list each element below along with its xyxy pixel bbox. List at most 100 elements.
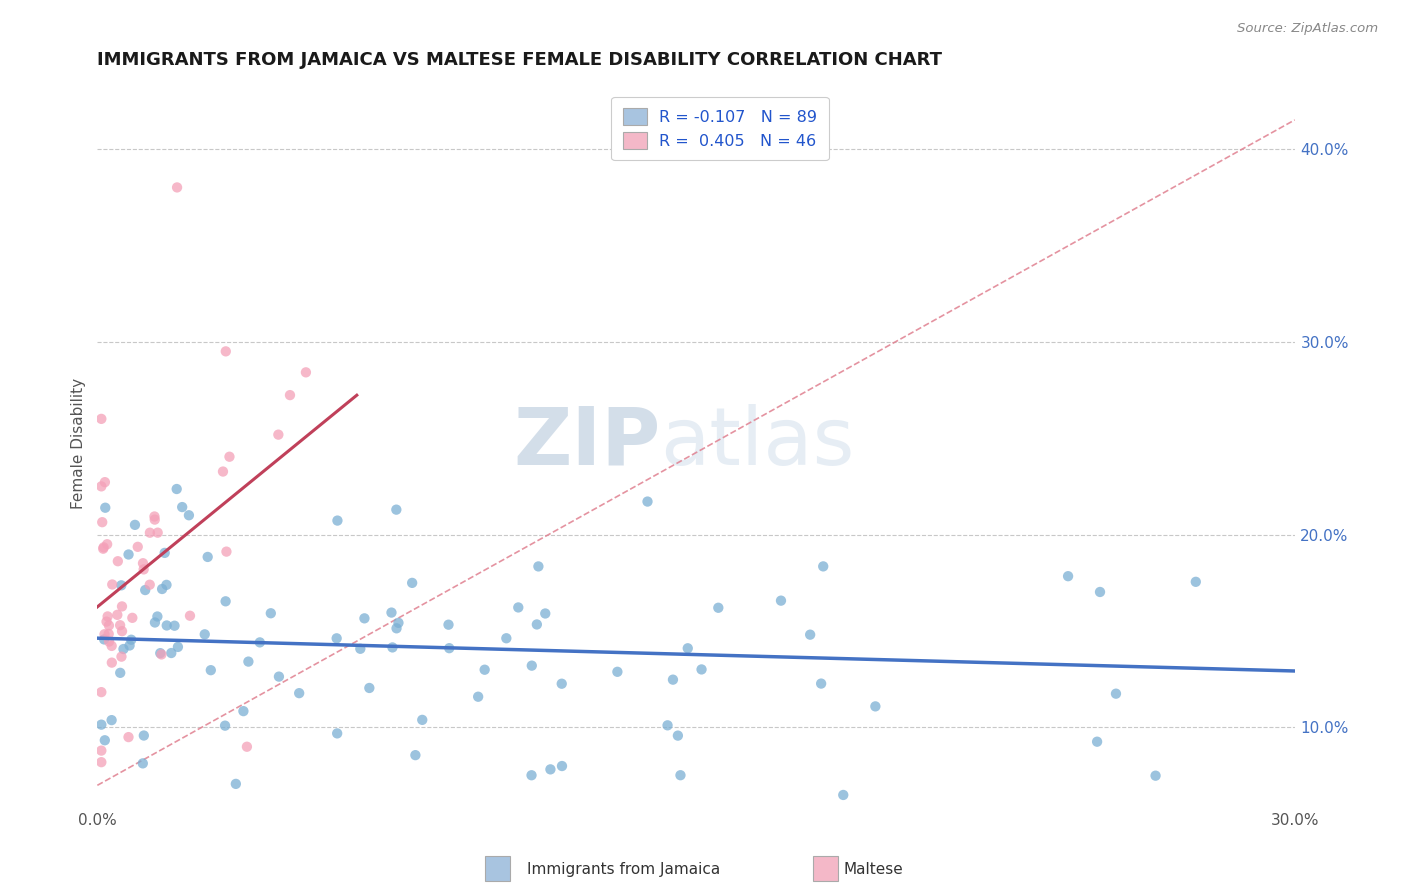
- Point: [813, 559, 835, 574]
- Point: [132, 729, 155, 743]
- Point: [1085, 734, 1108, 748]
- Point: [156, 618, 179, 632]
- Point: [200, 663, 222, 677]
- Point: [214, 719, 236, 733]
- Point: [97, 627, 120, 641]
- Point: [112, 642, 135, 657]
- Point: [100, 639, 122, 653]
- Point: [520, 658, 543, 673]
- Point: [146, 525, 169, 540]
- Point: [94, 733, 117, 747]
- Point: [1184, 574, 1206, 589]
- Point: [90, 685, 112, 699]
- Point: [177, 508, 200, 523]
- Point: [153, 546, 176, 560]
- Point: [551, 677, 574, 691]
- Point: [832, 788, 855, 802]
- Point: [97, 609, 120, 624]
- Text: IMMIGRANTS FROM JAMAICA VS MALTESE FEMALE DISABILITY CORRELATION CHART: IMMIGRANTS FROM JAMAICA VS MALTESE FEMAL…: [97, 51, 942, 69]
- Point: [101, 577, 124, 591]
- Point: [225, 777, 247, 791]
- Point: [93, 541, 115, 555]
- Point: [267, 670, 290, 684]
- Point: [139, 577, 162, 591]
- Point: [90, 717, 112, 731]
- Point: [150, 582, 173, 596]
- Point: [90, 479, 112, 493]
- Point: [121, 611, 143, 625]
- Point: [105, 607, 128, 622]
- Point: [166, 482, 188, 496]
- Point: [666, 729, 689, 743]
- Point: [249, 635, 271, 649]
- Point: [495, 632, 517, 646]
- Point: [551, 759, 574, 773]
- Point: [97, 618, 120, 632]
- Point: [232, 704, 254, 718]
- Point: [238, 655, 260, 669]
- Point: [91, 541, 114, 556]
- Point: [214, 594, 236, 608]
- Point: [90, 743, 112, 757]
- Point: [110, 578, 132, 592]
- Point: [194, 627, 217, 641]
- Point: [110, 665, 132, 680]
- Point: [96, 615, 118, 629]
- Point: [288, 686, 311, 700]
- Point: [387, 615, 409, 630]
- Point: [98, 634, 121, 648]
- Point: [100, 713, 122, 727]
- Point: [385, 621, 408, 635]
- Point: [810, 676, 832, 690]
- Point: [132, 756, 155, 771]
- Point: [769, 593, 792, 607]
- Point: [401, 575, 423, 590]
- Point: [349, 641, 371, 656]
- Point: [117, 730, 139, 744]
- Point: [534, 607, 557, 621]
- Point: [107, 554, 129, 568]
- Point: [163, 618, 186, 632]
- Text: atlas: atlas: [661, 404, 855, 482]
- Text: Maltese: Maltese: [844, 863, 903, 877]
- Point: [690, 662, 713, 676]
- Point: [1105, 687, 1128, 701]
- Point: [411, 713, 433, 727]
- Point: [215, 344, 238, 359]
- Point: [197, 549, 219, 564]
- Point: [127, 540, 149, 554]
- Point: [93, 627, 115, 641]
- Point: [167, 640, 190, 654]
- Point: [146, 609, 169, 624]
- Point: [166, 180, 188, 194]
- Point: [96, 537, 118, 551]
- Point: [380, 606, 402, 620]
- Legend: R = -0.107   N = 89, R =  0.405   N = 46: R = -0.107 N = 89, R = 0.405 N = 46: [612, 96, 828, 161]
- Y-axis label: Female Disability: Female Disability: [72, 377, 86, 508]
- Point: [94, 475, 117, 490]
- Point: [143, 509, 166, 524]
- Point: [120, 632, 142, 647]
- Point: [267, 427, 290, 442]
- Point: [149, 646, 172, 660]
- Point: [467, 690, 489, 704]
- Point: [90, 755, 112, 769]
- Point: [1057, 569, 1080, 583]
- Point: [108, 618, 131, 632]
- Point: [1144, 769, 1167, 783]
- Point: [520, 768, 543, 782]
- Point: [538, 763, 561, 777]
- Point: [799, 628, 821, 642]
- Point: [326, 514, 349, 528]
- Point: [381, 640, 404, 655]
- Point: [439, 641, 461, 656]
- Text: Source: ZipAtlas.com: Source: ZipAtlas.com: [1237, 22, 1378, 36]
- Point: [212, 465, 235, 479]
- Point: [662, 673, 685, 687]
- Point: [359, 681, 381, 695]
- Point: [606, 665, 628, 679]
- Point: [132, 562, 155, 576]
- Point: [143, 615, 166, 630]
- Point: [150, 648, 173, 662]
- Point: [353, 611, 375, 625]
